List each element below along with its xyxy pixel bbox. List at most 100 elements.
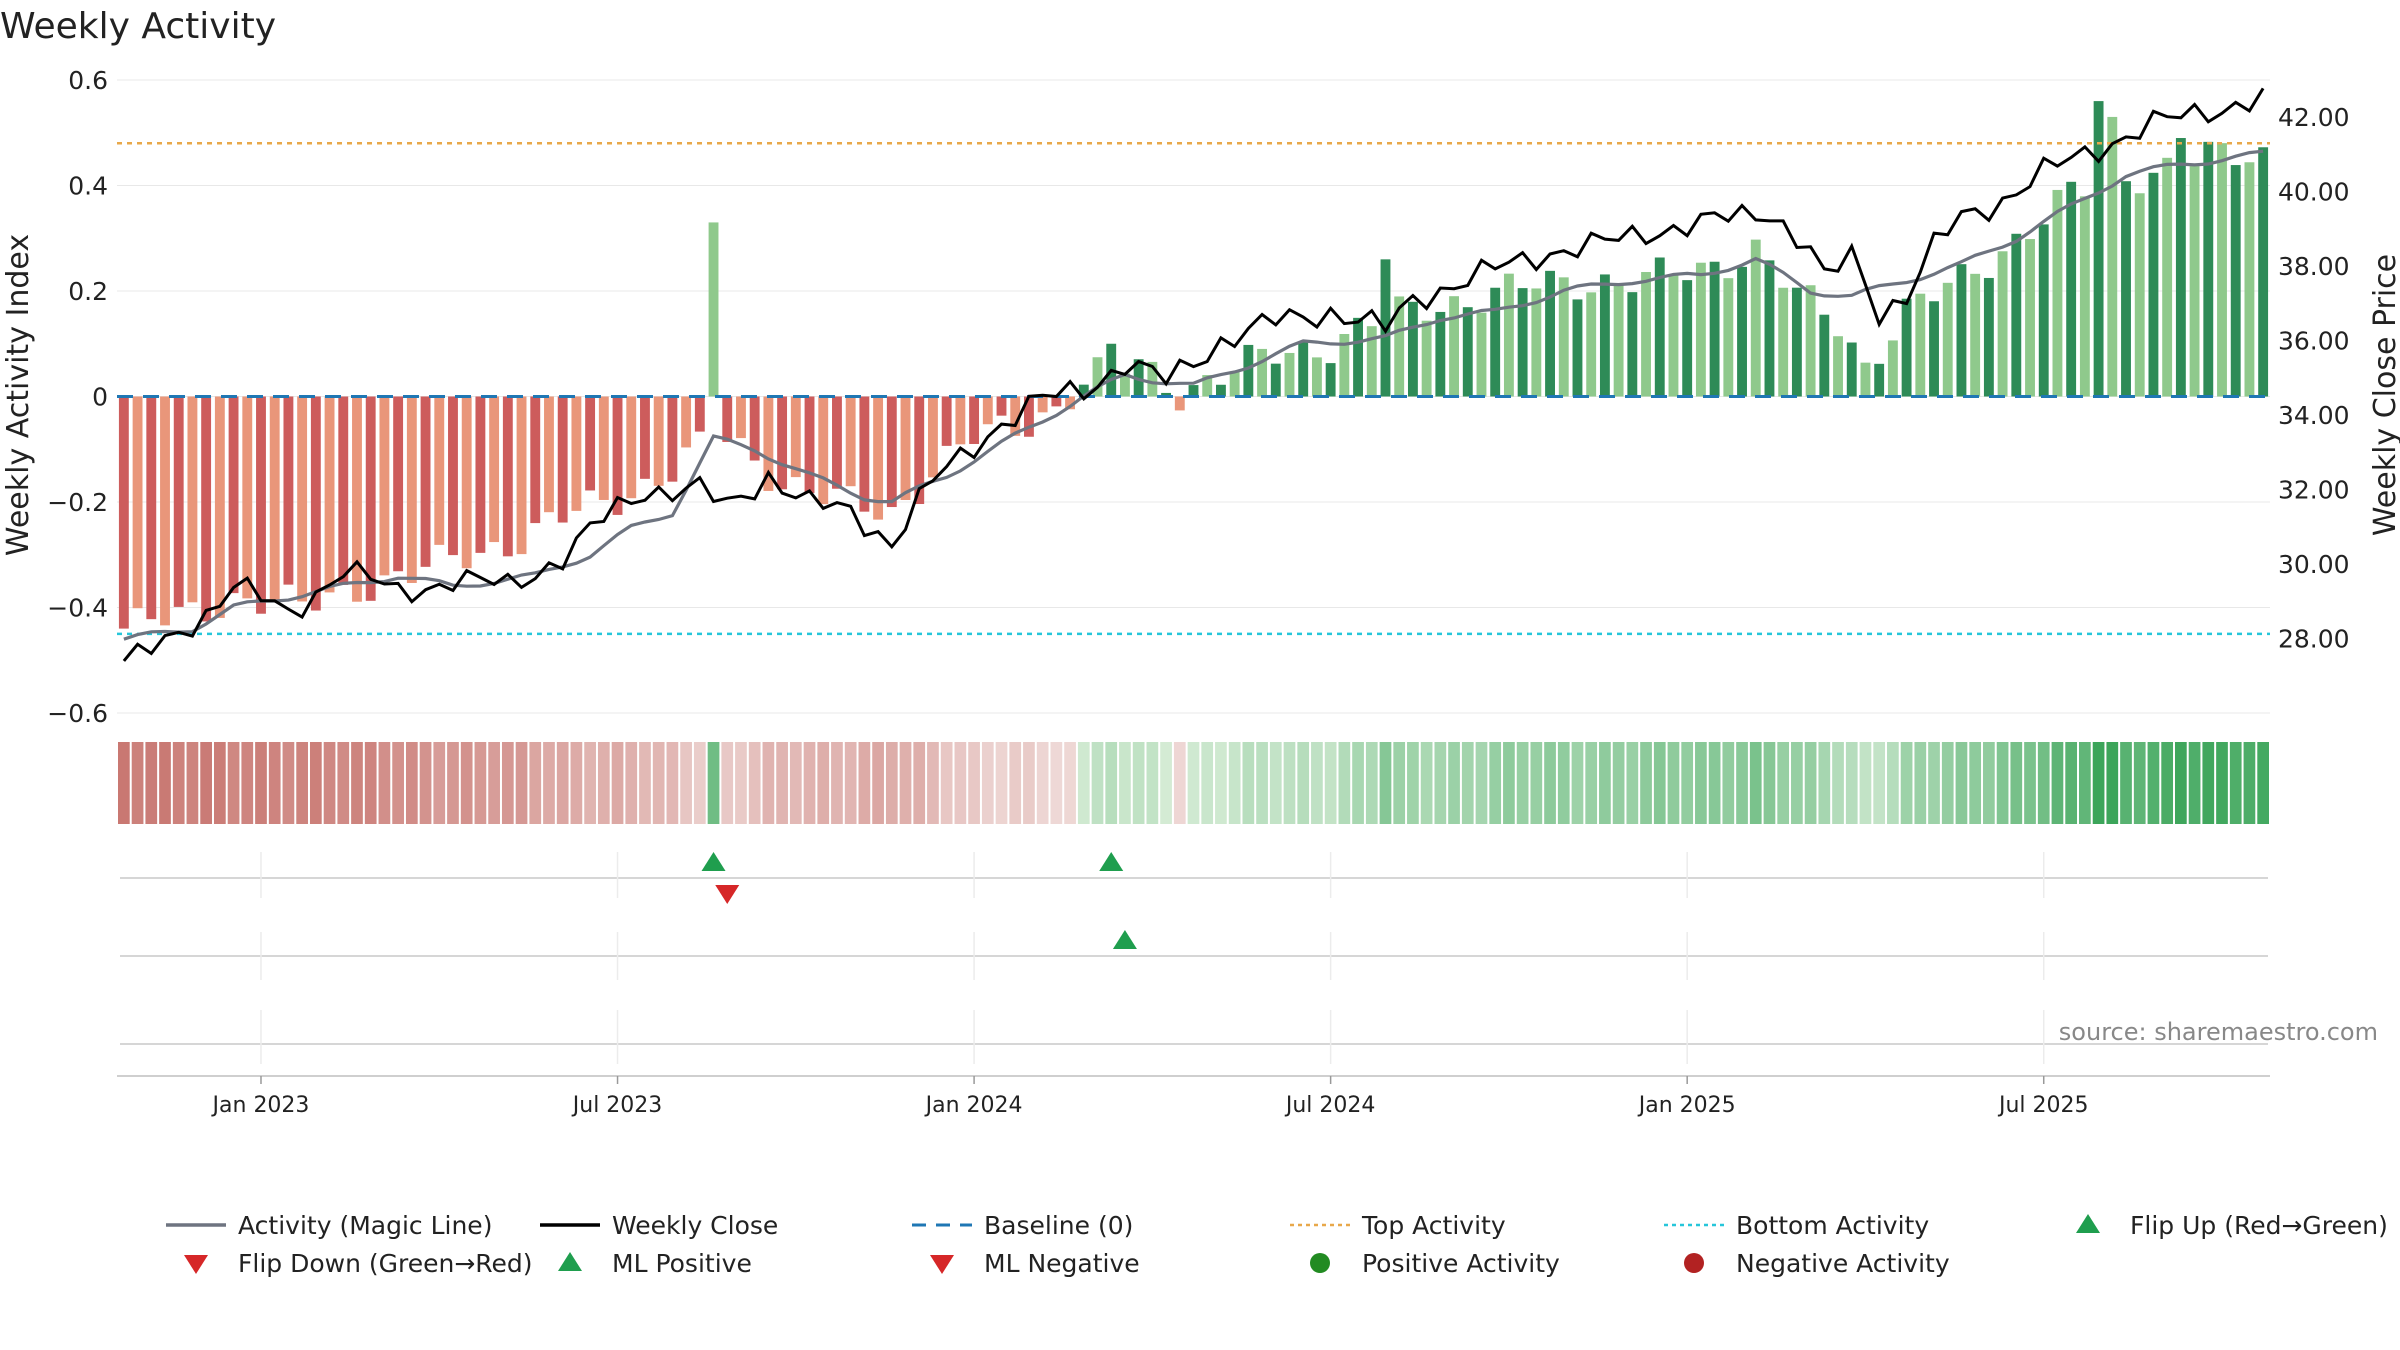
heat-strip-cell	[1201, 742, 1214, 824]
activity-bar	[1010, 396, 1021, 436]
heat-strip-cell	[1983, 742, 1995, 824]
heat-strip-cell	[1036, 742, 1049, 824]
heat-strip-cell	[693, 742, 706, 824]
heat-strip-cell	[1557, 742, 1570, 824]
activity-bar	[1545, 270, 1555, 397]
x-tick-label: Jan 2025	[1637, 1093, 1736, 1118]
series-lines	[122, 87, 2265, 662]
activity-bar	[489, 396, 500, 543]
activity-bar	[1407, 301, 1418, 397]
activity-bar	[544, 396, 554, 513]
activity-bar	[1901, 298, 1912, 397]
y-tick-label-right: 32.00	[2278, 476, 2350, 505]
heat-strip-cell	[1530, 742, 1543, 824]
legend-label: Weekly Close	[612, 1211, 778, 1240]
activity-magic-line	[123, 149, 2264, 641]
activity-bar	[242, 396, 253, 599]
activity-bar	[256, 396, 266, 614]
activity-bar	[1805, 285, 1816, 397]
heat-strip-cell	[1722, 742, 1735, 824]
heat-strip-cell	[2065, 742, 2078, 824]
heat-strip-cell	[940, 742, 953, 824]
y-tick-label-right: 30.00	[2278, 550, 2350, 579]
activity-bar	[1024, 396, 1034, 437]
activity-bar	[1846, 342, 1857, 397]
activity-bar	[2093, 101, 2104, 397]
heat-strip-cell	[529, 742, 542, 824]
heat-strip-cell	[1503, 742, 1515, 824]
heat-strip-cell	[2147, 742, 2160, 824]
activity-bar	[1737, 266, 1747, 397]
heat-strip-cell	[1228, 742, 1241, 824]
legend-item: Flip Up (Red→Green)	[2076, 1211, 2388, 1240]
heat-strip-cell	[803, 742, 816, 824]
heat-strip-cell	[1626, 742, 1639, 824]
x-tick-label: Jul 2025	[1997, 1093, 2089, 1118]
y-tick-label-right: 28.00	[2278, 625, 2350, 654]
y-tick-label-left: 0.6	[68, 66, 108, 95]
activity-bar	[434, 396, 445, 545]
heat-strip-cell	[899, 742, 912, 824]
x-tick-label: Jul 2024	[1284, 1093, 1376, 1118]
activity-bar	[832, 396, 842, 489]
heat-strip-cell	[131, 742, 144, 824]
activity-bar	[1503, 273, 1514, 397]
activity-bar	[201, 396, 212, 622]
activity-bar	[1078, 384, 1089, 397]
legend-item: Bottom Activity	[1664, 1211, 1929, 1240]
activity-bar	[1558, 277, 1569, 397]
heat-strip-cell	[858, 742, 871, 824]
heat-strip-cell	[2037, 742, 2050, 824]
activity-bar	[1613, 283, 1624, 397]
heat-strip-cell	[625, 742, 638, 824]
activity-bar	[2079, 196, 2090, 397]
heat-strip-cell	[2133, 742, 2146, 824]
heat-strip-cell	[1941, 742, 1954, 824]
y-tick-label-right: 34.00	[2278, 401, 2350, 430]
heat-strip-cell	[433, 742, 446, 824]
activity-bar	[1599, 274, 1610, 397]
activity-bar	[928, 396, 938, 478]
heat-strip-cell	[1818, 742, 1831, 824]
heat-strip-cell	[639, 742, 651, 824]
heat-strip-cell	[1928, 742, 1940, 824]
activity-bar	[694, 396, 705, 432]
heat-strip-cell	[735, 742, 747, 824]
activity-bar	[982, 396, 993, 425]
heat-strip-cell	[159, 742, 171, 824]
activity-bar	[1161, 392, 1172, 397]
activity-bar	[749, 396, 760, 461]
flip-down-marker	[715, 885, 740, 904]
heat-strip-cell	[2229, 742, 2242, 824]
activity-bar	[1791, 287, 1802, 397]
activity-bar	[1476, 312, 1487, 397]
activity-bar	[1147, 361, 1158, 397]
legend-label: Bottom Activity	[1736, 1211, 1929, 1240]
legend: Activity (Magic Line) Weekly Close Baselin…	[166, 1211, 2388, 1278]
legend-item: Weekly Close	[540, 1211, 778, 1240]
activity-bar	[1517, 288, 1528, 397]
heat-strip-cell	[1653, 742, 1666, 824]
heat-strip-cell	[968, 742, 980, 824]
heat-strip-cell	[1489, 742, 1502, 824]
heat-strip	[118, 742, 2269, 824]
heat-strip-cell	[447, 742, 459, 824]
heat-strip-cell	[1050, 742, 1063, 824]
legend-item: ML Negative	[930, 1249, 1140, 1278]
activity-bar	[900, 396, 911, 501]
legend-item: Flip Down (Green→Red)	[184, 1249, 533, 1278]
activity-bar	[1490, 287, 1501, 397]
y-tick-label-left: −0.4	[47, 594, 108, 623]
heat-strip-cell	[488, 742, 500, 824]
legend-item: Top Activity	[1290, 1211, 1506, 1240]
heat-strip-cell	[556, 742, 569, 824]
activity-bar	[1174, 396, 1185, 411]
heat-strip-cell	[419, 742, 432, 824]
heat-strip-cell	[1859, 742, 1872, 824]
activity-bar	[763, 396, 774, 491]
heat-strip-cell	[118, 742, 130, 824]
activity-bar	[969, 396, 980, 444]
activity-bar	[379, 396, 390, 576]
activity-bar	[1682, 280, 1693, 397]
activity-bar	[1037, 396, 1048, 413]
